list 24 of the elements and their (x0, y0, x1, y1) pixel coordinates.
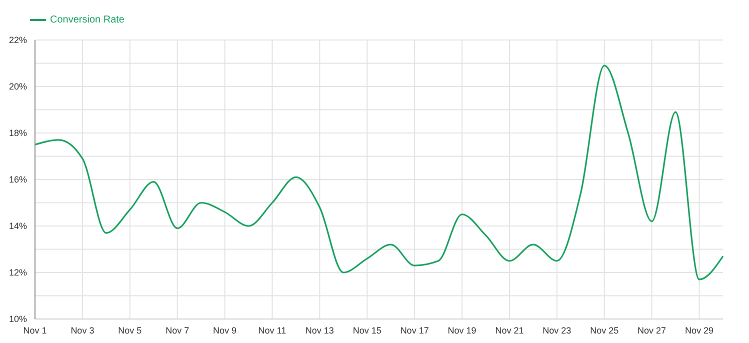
y-tick-label: 14% (8, 221, 27, 232)
x-tick-label: Nov 29 (685, 325, 714, 336)
x-tick-label: Nov 17 (400, 325, 429, 336)
x-tick-label: Nov 3 (70, 325, 94, 336)
y-tick-label: 18% (8, 128, 27, 138)
x-tick-label: Nov 23 (542, 325, 572, 336)
x-tick-label: Nov 21 (495, 325, 524, 336)
x-tick-label: Nov 13 (305, 325, 334, 336)
x-tick-label: Nov 9 (213, 325, 237, 336)
x-tick-label: Nov 19 (448, 325, 476, 336)
x-tick-label: Nov 15 (352, 325, 382, 336)
legend-label: Conversion Rate (50, 14, 124, 26)
y-tick-label: 12% (8, 268, 27, 278)
x-tick-label: Nov 7 (166, 325, 190, 336)
x-tick-label: Nov 5 (118, 325, 142, 336)
x-tick-label: Nov 1 (23, 325, 47, 336)
y-tick-label: 20% (8, 82, 27, 92)
x-tick-label: Nov 25 (590, 325, 619, 336)
y-tick-label: 10% (8, 314, 27, 324)
x-tick-label: Nov 27 (638, 325, 666, 336)
y-tick-label: 22% (8, 35, 27, 46)
x-tick-label: Nov 11 (258, 325, 286, 336)
line-series (34, 64, 724, 280)
y-tick-label: 16% (8, 174, 27, 185)
